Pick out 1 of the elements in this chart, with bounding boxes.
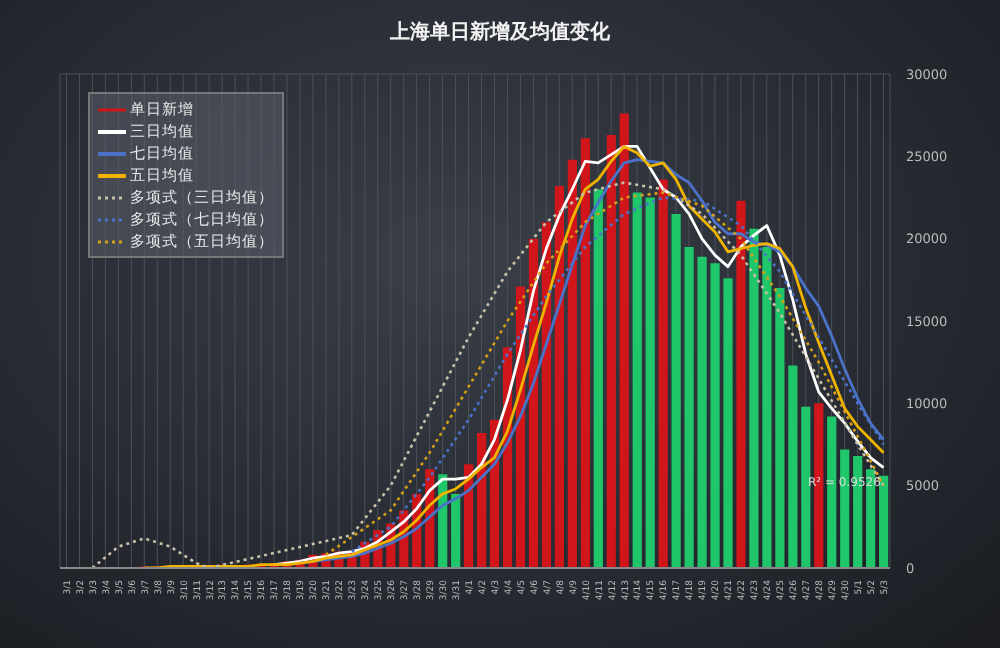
chart-title: 上海单日新增及均值变化: [388, 18, 612, 46]
